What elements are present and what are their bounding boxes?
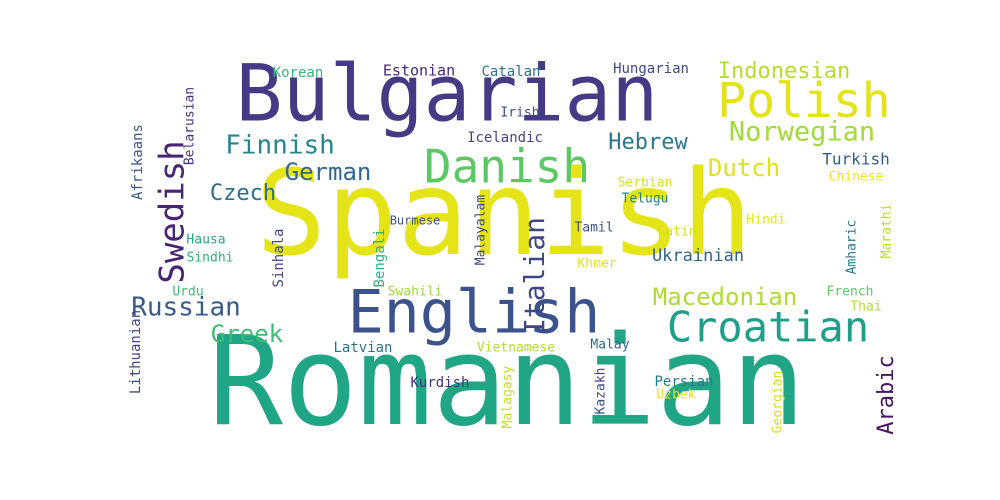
word-latin: Latin	[657, 225, 696, 240]
word-czech: Czech	[210, 181, 276, 206]
word-amharic: Amharic	[845, 220, 860, 275]
word-norwegian: Norwegian	[729, 117, 875, 148]
word-thai: Thai	[850, 300, 881, 315]
word-bengali: Bengali	[372, 228, 388, 287]
word-catalan: Catalan	[481, 64, 540, 80]
word-greek: Greek	[211, 320, 284, 348]
word-romanian: Romanian	[208, 310, 805, 454]
word-vietnamese: Vietnamese	[477, 341, 555, 356]
word-hausa: Hausa	[186, 233, 225, 248]
word-danish: Danish	[424, 140, 590, 194]
word-sinhala: Sinhala	[271, 228, 287, 287]
word-urdu: Urdu	[172, 285, 203, 300]
word-macedonian: Macedonian	[653, 283, 798, 311]
word-marathi: Marathi	[880, 204, 895, 259]
word-belarusian: Belarusian	[183, 87, 198, 165]
word-finnish: Finnish	[225, 131, 335, 161]
word-english: English	[348, 278, 601, 348]
word-kazakh: Kazakh	[594, 368, 609, 415]
word-malagasy: Malagasy	[501, 366, 516, 429]
word-uzbek: Uzbek	[656, 388, 695, 403]
word-german: German	[285, 158, 372, 186]
word-telugu: Telugu	[622, 192, 669, 207]
word-croatian: Croatian	[667, 303, 869, 352]
word-georgian: Georgian	[771, 371, 786, 434]
word-korean: Korean	[273, 65, 324, 81]
word-hebrew: Hebrew	[608, 130, 688, 155]
word-khmer: Khmer	[577, 257, 616, 272]
word-french: French	[827, 285, 874, 300]
word-tamil: Tamil	[574, 221, 613, 236]
word-burmese: Burmese	[390, 214, 441, 228]
word-kurdish: Kurdish	[410, 375, 469, 391]
word-ukrainian: Ukrainian	[652, 246, 744, 266]
word-malay: Malay	[590, 338, 629, 353]
word-arabic: Arabic	[874, 355, 899, 434]
word-serbian: Serbian	[618, 176, 673, 191]
word-persian: Persian	[654, 374, 713, 390]
word-swedish: Swedish	[153, 140, 193, 283]
word-lithuanian: Lithuanian	[128, 310, 144, 394]
word-chinese: Chinese	[829, 170, 884, 185]
word-indonesian: Indonesian	[718, 59, 850, 84]
word-turkish: Turkish	[822, 150, 889, 169]
word-estonian: Estonian	[383, 62, 455, 80]
word-spanish: Spanish	[255, 144, 752, 282]
word-polish: Polish	[717, 73, 890, 129]
word-russian: Russian	[131, 293, 241, 323]
word-icelandic: Icelandic	[467, 130, 543, 146]
word-malayalam: Malayalam	[474, 195, 489, 266]
word-afrikaans: Afrikaans	[130, 124, 146, 200]
word-dutch: Dutch	[708, 154, 780, 182]
word-sindhi: Sindhi	[187, 251, 234, 266]
word-italian: Italian	[518, 217, 551, 335]
word-hungarian: Hungarian	[613, 61, 689, 77]
word-swahili: Swahili	[388, 285, 443, 300]
word-latvian: Latvian	[333, 340, 392, 356]
word-bulgarian: Bulgarian	[236, 49, 659, 139]
word-hindi: Hindi	[746, 213, 785, 228]
word-irish: Irish	[500, 106, 539, 121]
